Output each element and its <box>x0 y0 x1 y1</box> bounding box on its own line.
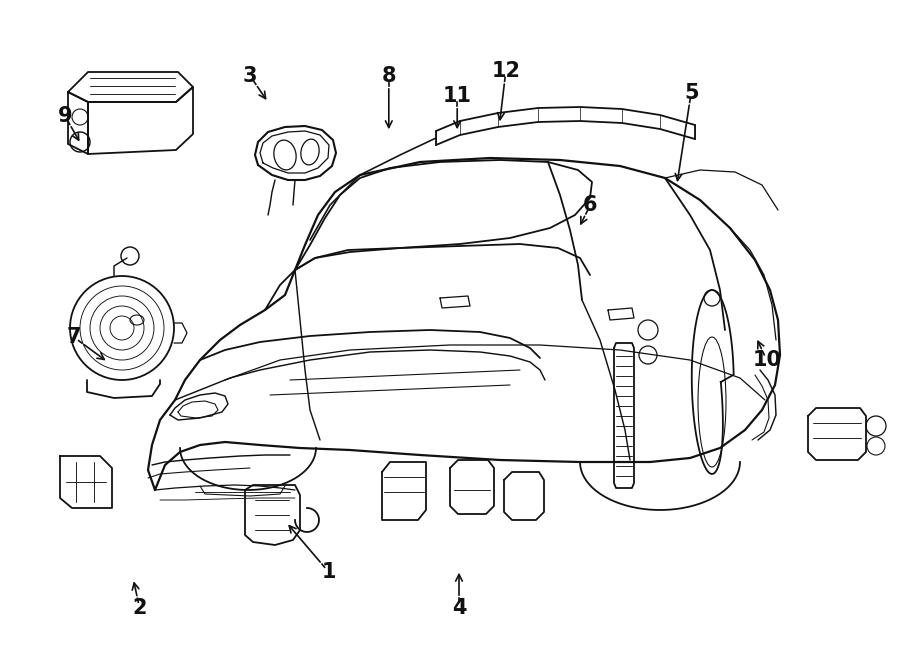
Text: 1: 1 <box>321 562 336 582</box>
Text: 6: 6 <box>583 195 598 215</box>
Text: 10: 10 <box>752 350 781 370</box>
Text: 3: 3 <box>243 66 257 86</box>
Text: 8: 8 <box>382 66 396 86</box>
Text: 4: 4 <box>452 598 466 618</box>
Text: 12: 12 <box>491 61 520 81</box>
Text: 7: 7 <box>67 327 81 347</box>
Text: 2: 2 <box>132 598 147 618</box>
Text: 11: 11 <box>443 86 472 106</box>
Text: 9: 9 <box>58 106 72 126</box>
Text: 5: 5 <box>684 83 698 102</box>
